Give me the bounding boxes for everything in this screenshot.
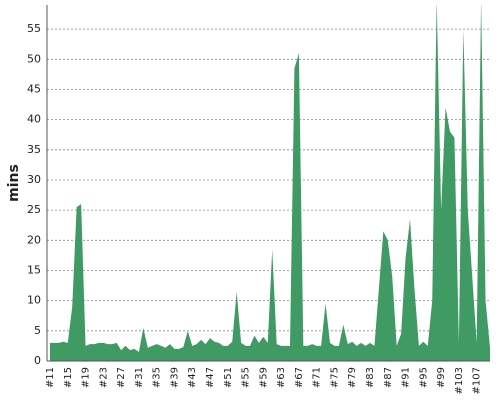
area (50, 5, 490, 361)
x-tick-label: #63 (276, 367, 287, 388)
x-tick-label: #31 (134, 367, 145, 388)
x-tick-label: #79 (347, 367, 358, 388)
x-tick-label: #67 (294, 367, 305, 388)
y-tick-label: 45 (27, 82, 41, 95)
x-tick-label: #35 (152, 367, 163, 388)
x-tick-label: #95 (418, 367, 429, 388)
x-tick-label: #47 (205, 367, 216, 388)
x-tick-label: #43 (187, 367, 198, 388)
x-tick-label: #71 (312, 367, 323, 388)
x-tick-label: #107 (472, 367, 483, 394)
x-tick-label: #91 (401, 367, 412, 388)
y-tick-label: 25 (27, 203, 41, 216)
x-tick-label: #75 (329, 367, 340, 388)
y-tick-label: 20 (27, 233, 41, 246)
y-tick-label: 30 (27, 173, 41, 186)
x-tick-label: #59 (258, 367, 269, 388)
x-tick-label: #87 (383, 367, 394, 388)
x-tick-label: #15 (63, 367, 74, 388)
y-tick-label: 5 (34, 324, 41, 337)
y-tick-label: 10 (27, 294, 41, 307)
y-tick-label: 15 (27, 263, 41, 276)
y-axis-label: mins (6, 164, 22, 202)
x-tick-label: #55 (241, 367, 252, 388)
x-tick-label: #19 (81, 367, 92, 388)
x-tick-label: #99 (436, 367, 447, 388)
y-tick-label: 55 (27, 22, 41, 35)
x-tick-label: #51 (223, 367, 234, 388)
x-tick-label: #39 (169, 367, 180, 388)
x-tick-label: #23 (98, 367, 109, 388)
y-tick-label: 35 (27, 143, 41, 156)
x-tick-label: #103 (454, 367, 465, 394)
x-tick-label: #83 (365, 367, 376, 388)
x-tick-label: #11 (45, 367, 56, 388)
y-tick-label: 40 (27, 113, 41, 126)
x-tick-label: #27 (116, 367, 127, 388)
y-tick-label: 0 (34, 354, 41, 367)
y-tick-label: 50 (27, 52, 41, 65)
